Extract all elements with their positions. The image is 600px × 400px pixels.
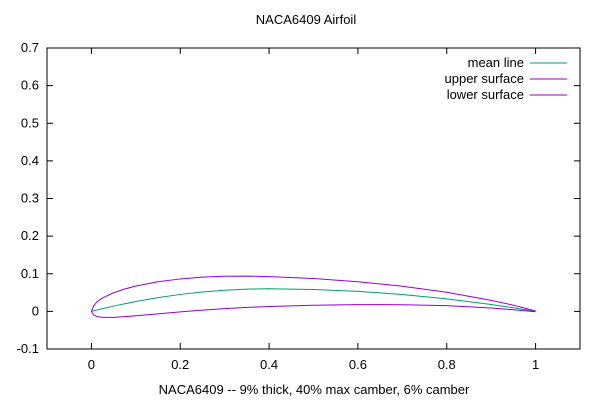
series-lower-surface-line: [90, 304, 536, 318]
x-tick-label: 0: [88, 357, 95, 372]
legend-label: lower surface: [447, 87, 524, 102]
y-tick-label: 0.2: [21, 228, 39, 243]
y-tick-label: -0.1: [17, 341, 39, 356]
y-tick-label: 0.7: [21, 40, 39, 55]
plot-area: -0.1 0 0.1 0.2 0.3 0.4 0.5 0.6 0.7 0 0.2 0.4 0.6 0.8 1…: [17, 40, 581, 372]
x-tick-label: 0.2: [171, 357, 189, 372]
y-tick-label: 0.5: [21, 115, 39, 130]
y-tick-label: 0.6: [21, 78, 39, 93]
x-tick-label: 0.4: [260, 357, 278, 372]
y-tick-label: 0.1: [21, 266, 39, 281]
x-tick-label: 0.8: [438, 357, 456, 372]
y-tick-label: 0.4: [21, 153, 39, 168]
y-tick-label: 0: [32, 303, 39, 318]
series-mean-line-line: [91, 288, 536, 312]
series-upper-surface-line: [90, 275, 536, 312]
x-tick-label: 1: [532, 357, 539, 372]
x-axis-label: NACA6409 -- 9% thick, 40% max camber, 6%…: [159, 382, 470, 397]
x-tick-label: 0.6: [349, 357, 367, 372]
chart-title: NACA6409 Airfoil: [256, 12, 357, 27]
legend-label: upper surface: [445, 71, 525, 86]
legend-label: mean line: [468, 55, 524, 70]
y-tick-label: 0.3: [21, 191, 39, 206]
